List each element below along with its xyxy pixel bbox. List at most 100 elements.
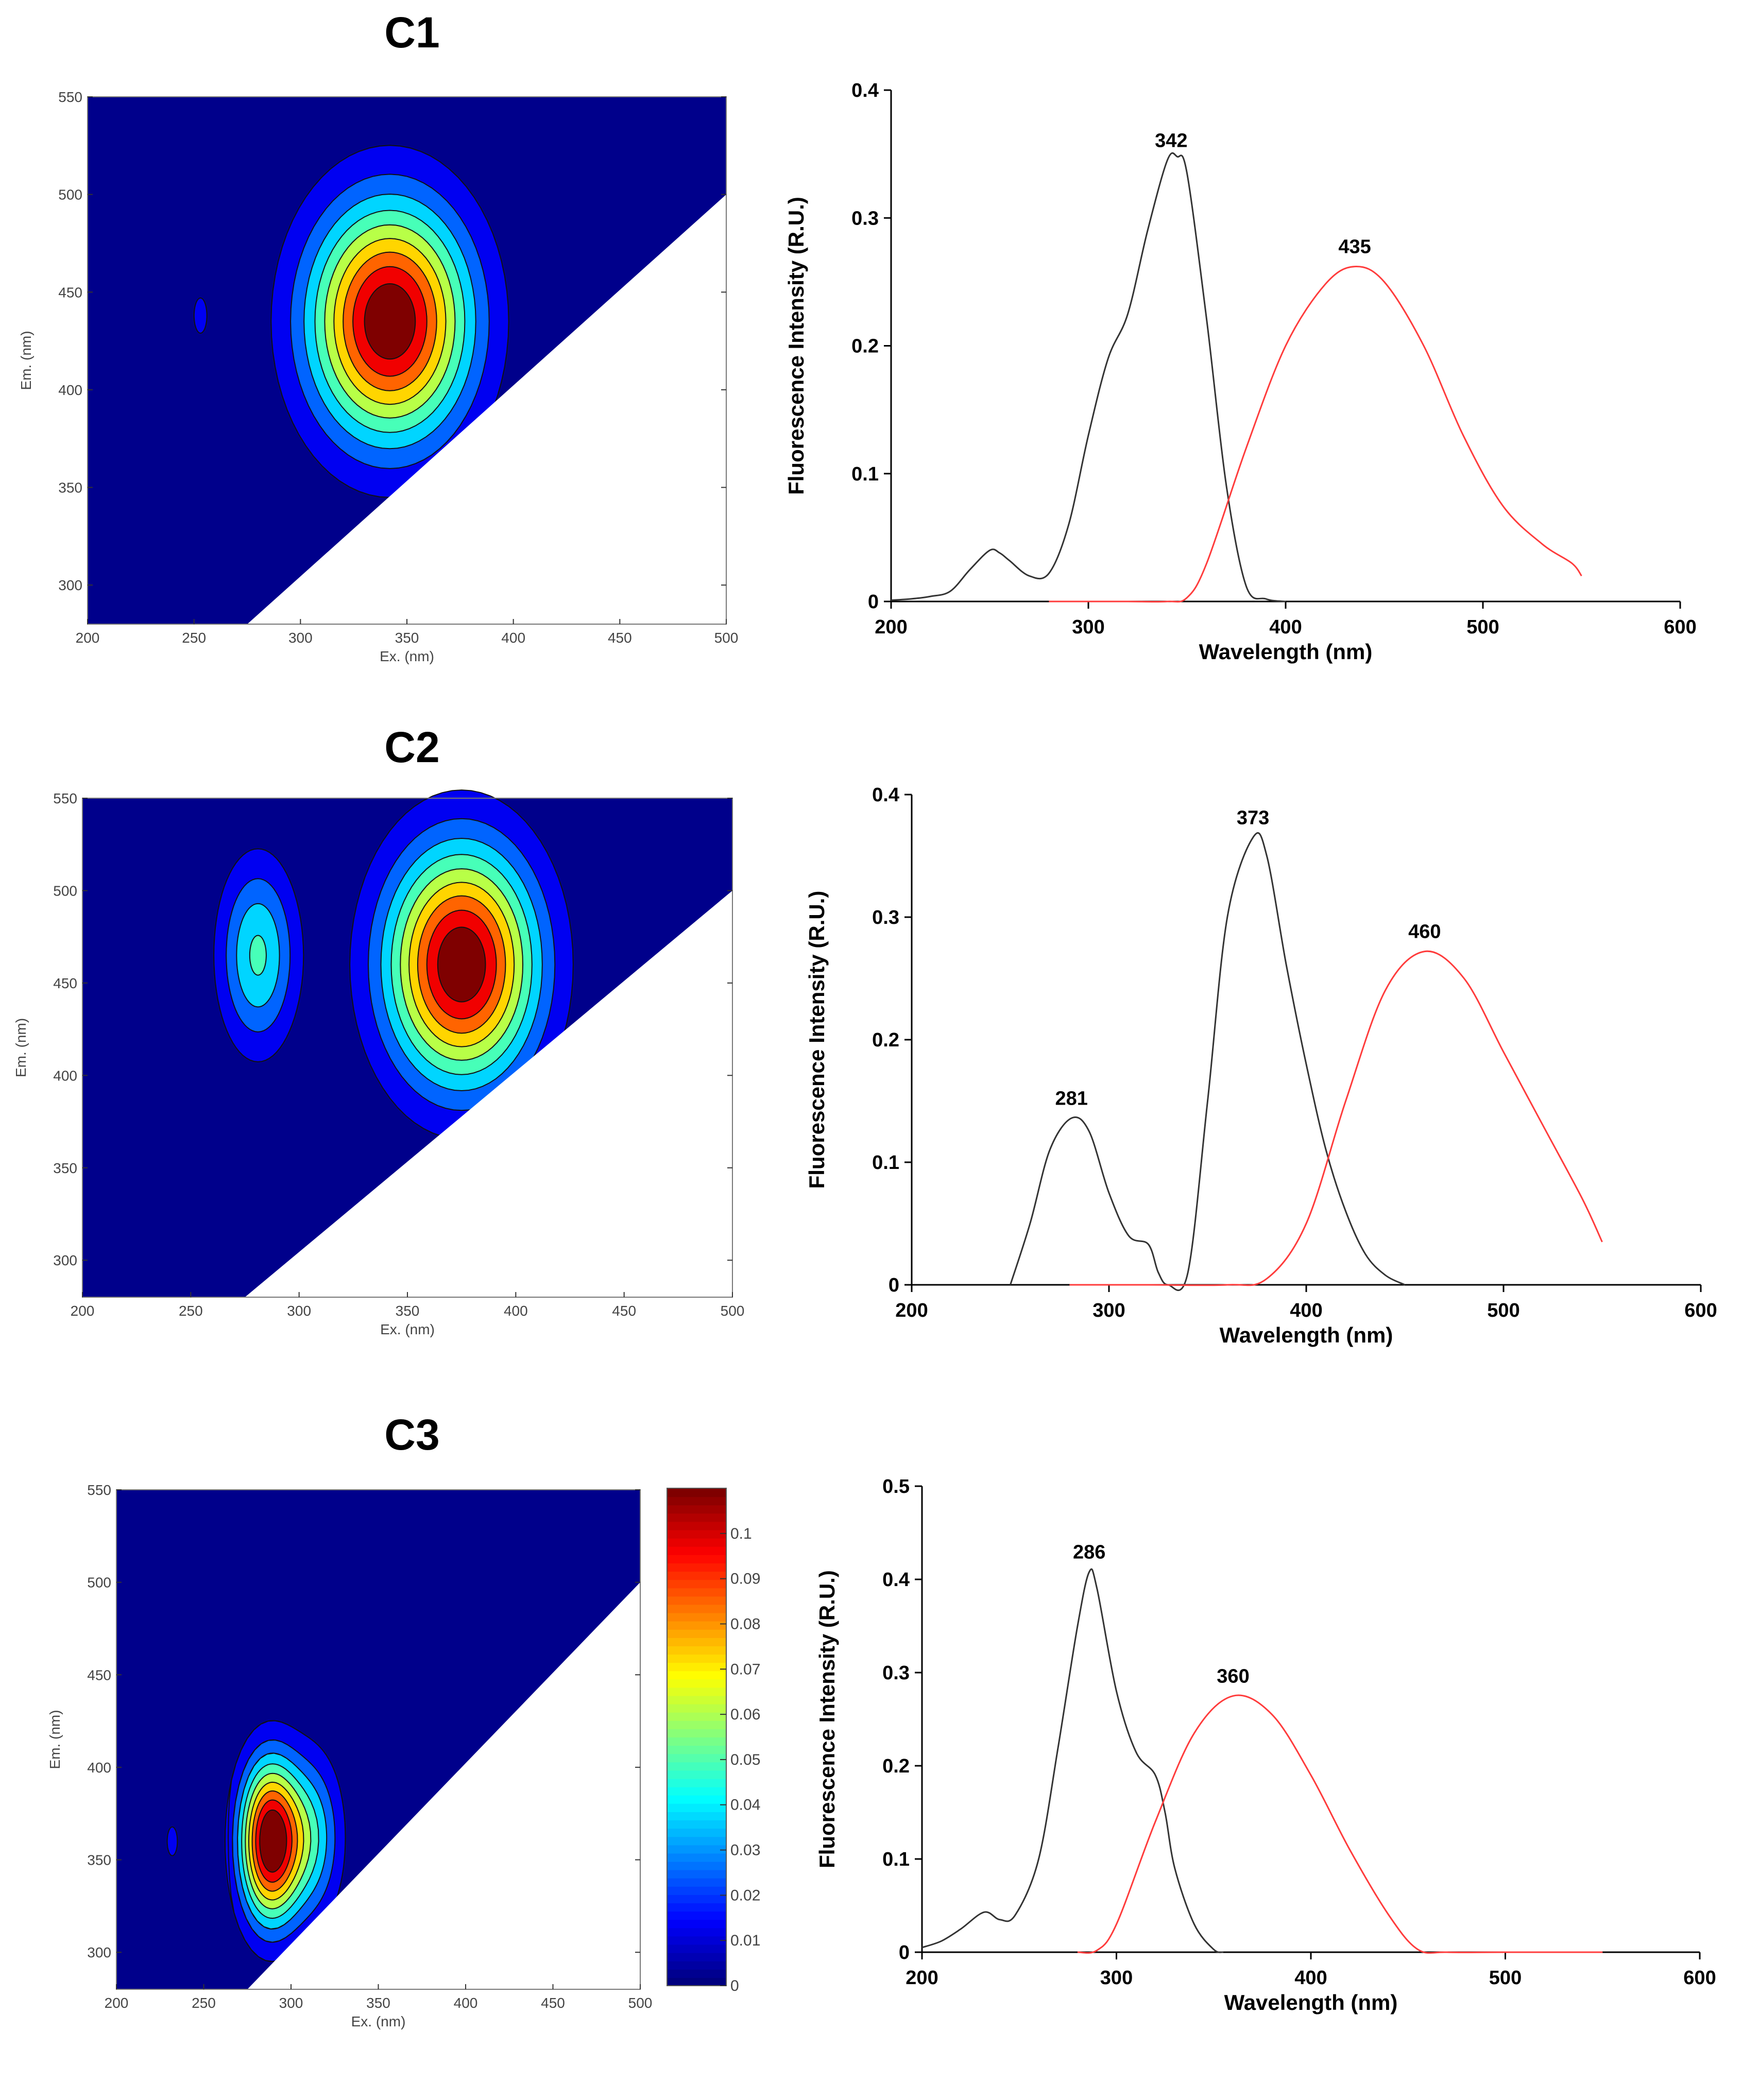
x-axis-label: Ex. (nm): [380, 648, 434, 664]
colorbar-tick-label: 0: [730, 1977, 739, 1994]
colorbar-segment: [667, 1820, 726, 1829]
y-tick-label: 450: [58, 284, 82, 300]
colorbar-tick-label: 0.03: [730, 1842, 760, 1859]
colorbar-tick-label: 0.06: [730, 1706, 760, 1723]
x-tick-label: 200: [76, 630, 100, 646]
x-tick-label: 200: [906, 1967, 938, 1989]
colorbar-segment: [667, 1637, 726, 1646]
panel-title-c1: C1: [384, 8, 439, 57]
colorbar-segment: [667, 1529, 726, 1539]
y-tick-label: 500: [87, 1575, 111, 1591]
peak-annotation-label: 373: [1237, 807, 1269, 829]
colorbar-segment: [667, 1745, 726, 1754]
y-tick-label: 400: [87, 1760, 111, 1776]
colorbar-segment: [667, 1654, 726, 1663]
y-axis-label: Fluorescence Intensity (R.U.): [784, 197, 808, 495]
colorbar-segment: [667, 1803, 726, 1812]
x-tick-label: 500: [714, 630, 739, 646]
y-tick-label: 0.2: [882, 1755, 910, 1777]
x-tick-label: 600: [1684, 1300, 1717, 1321]
y-tick-label: 400: [58, 382, 82, 398]
colorbar-segment: [667, 1969, 726, 1978]
colorbar-segment: [667, 1712, 726, 1721]
colorbar-segment: [667, 1911, 726, 1920]
x-tick-label: 300: [279, 1995, 303, 2011]
peak-annotation-label: 460: [1408, 921, 1441, 943]
y-tick-label: 0.3: [872, 907, 899, 928]
x-tick-label: 500: [628, 1995, 653, 2011]
y-tick-label: 0: [889, 1275, 899, 1296]
x-tick-label: 350: [366, 1995, 390, 2011]
colorbar-segment: [667, 1571, 726, 1580]
colorbar-segment: [667, 1703, 726, 1713]
x-tick-label: 450: [608, 630, 632, 646]
c1-spectra-plot: 200 300 400 500 600 0 0.1 0.2 0.3 0.4 Wavelength (…: [784, 80, 1697, 664]
y-tick-label: 0.4: [872, 784, 899, 806]
x-tick-label: 400: [501, 630, 525, 646]
peak-annotation-label: 435: [1338, 236, 1371, 258]
panel-title-c2: C2: [384, 723, 439, 771]
c3-eem-contour-plot: 200 250 300 350 400 450 500 300 350 400 450 500 550 E…: [47, 1482, 760, 2029]
x-tick-label: 350: [395, 630, 419, 646]
colorbar-segment: [667, 1687, 726, 1696]
x-tick-label: 200: [105, 1995, 129, 2011]
x-tick-label: 450: [612, 1303, 636, 1319]
x-tick-label: 300: [1100, 1967, 1133, 1989]
colorbar-segment: [667, 1612, 726, 1622]
rayleigh-cutoff-region: [247, 1582, 640, 1989]
excitation-spectrum-line: [921, 1568, 1224, 1953]
y-tick-label: 0: [868, 591, 879, 613]
x-tick-label: 200: [875, 616, 907, 638]
contour-level-1-peak-3: [166, 1826, 178, 1856]
colorbar-segment: [667, 1853, 726, 1862]
x-tick-label: 300: [1092, 1300, 1125, 1321]
colorbar-segment: [667, 1762, 726, 1771]
colorbar-tick-label: 0.04: [730, 1797, 760, 1814]
colorbar-segment: [667, 1521, 726, 1530]
colorbar-segment: [667, 1878, 726, 1887]
colorbar-segment: [667, 1728, 726, 1737]
colorbar-segment: [667, 1662, 726, 1672]
x-tick-label: 300: [1072, 616, 1104, 638]
colorbar-segment: [667, 1894, 726, 1903]
colorbar-segment: [667, 1944, 726, 1953]
x-tick-label: 250: [192, 1995, 216, 2011]
colorbar-segment: [667, 1927, 726, 1937]
x-tick-label: 350: [396, 1303, 420, 1319]
colorbar-tick-label: 0.09: [730, 1571, 760, 1588]
colorbar-tick-label: 0.05: [730, 1751, 760, 1768]
y-tick-label: 300: [87, 1944, 111, 1960]
colorbar-segment: [667, 1496, 726, 1506]
y-tick-label: 0.3: [882, 1662, 910, 1684]
colorbar-segment: [667, 1936, 726, 1945]
y-tick-label: 0.2: [872, 1029, 899, 1051]
y-tick-label: 0.1: [872, 1152, 899, 1174]
colorbar-segment: [667, 1505, 726, 1514]
colorbar-segment: [667, 1513, 726, 1522]
excitation-spectrum-line: [891, 152, 1286, 603]
c2-spectra-plot: 200 300 400 500 600 0 0.1 0.2 0.3 0.4 Wavelength (…: [805, 784, 1717, 1347]
colorbar-segment: [667, 1811, 726, 1820]
c1-eem-contour-plot: 200 250 300 350 400 450 500 300 350 400 450 500 550 E…: [18, 89, 738, 664]
x-tick-label: 400: [1269, 616, 1302, 638]
panel-title-c3: C3: [384, 1410, 439, 1459]
y-tick-label: 350: [53, 1160, 77, 1176]
colorbar-segment: [667, 1770, 726, 1779]
x-axis-label: Ex. (nm): [351, 2013, 406, 2029]
y-tick-label: 0.4: [882, 1569, 910, 1591]
y-tick-label: 0: [899, 1942, 910, 1964]
colorbar-tick-label: 0.1: [730, 1525, 752, 1542]
emission-spectrum-line: [1077, 1694, 1603, 1954]
emission-spectrum-line: [1069, 950, 1603, 1286]
y-tick-label: 0.2: [851, 336, 879, 357]
x-tick-label: 400: [1290, 1300, 1322, 1321]
y-tick-label: 500: [53, 883, 77, 899]
colorbar-segment: [667, 1828, 726, 1837]
y-tick-label: 400: [53, 1068, 77, 1083]
contour-level-4-peak-2: [249, 935, 267, 976]
c3-spectra-plot: 200 300 400 500 600 0 0.1 0.2 0.3 0.4 0.5 Wavelengt…: [815, 1476, 1716, 2015]
colorbar-segment: [667, 1720, 726, 1729]
colorbar-segment: [667, 1960, 726, 1970]
colorbar-segment: [667, 1621, 726, 1630]
